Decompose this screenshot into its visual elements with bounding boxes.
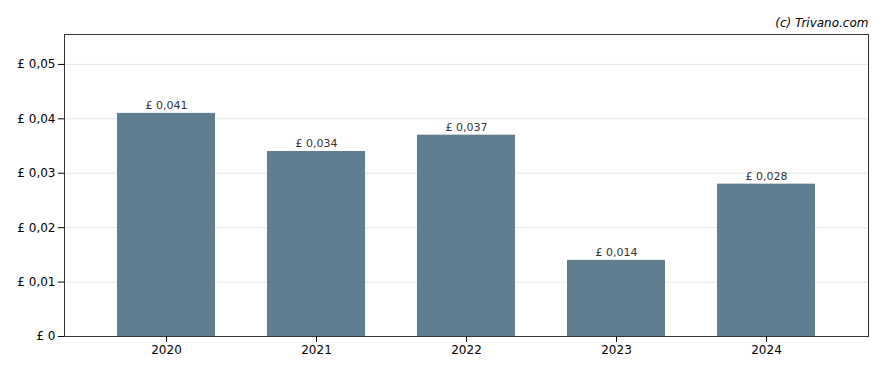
svg-text:£ 0,014: £ 0,014 [596,246,638,259]
svg-text:£ 0,037: £ 0,037 [446,121,488,134]
svg-text:£ 0,02: £ 0,02 [17,221,55,235]
svg-text:£ 0,01: £ 0,01 [17,275,55,289]
svg-text:£ 0: £ 0 [36,329,55,343]
svg-text:£ 0,034: £ 0,034 [296,137,338,150]
svg-text:2021: 2021 [301,343,332,357]
svg-text:£ 0,041: £ 0,041 [146,99,188,112]
svg-text:2023: 2023 [601,343,632,357]
svg-text:2024: 2024 [751,343,782,357]
svg-text:£ 0,028: £ 0,028 [746,170,788,183]
svg-text:£ 0,05: £ 0,05 [17,57,55,71]
svg-text:£ 0,04: £ 0,04 [17,112,55,126]
svg-text:£ 0,03: £ 0,03 [17,166,55,180]
svg-text:(c) Trivano.com: (c) Trivano.com [775,16,868,30]
svg-text:2020: 2020 [151,343,182,357]
svg-text:2022: 2022 [451,343,482,357]
